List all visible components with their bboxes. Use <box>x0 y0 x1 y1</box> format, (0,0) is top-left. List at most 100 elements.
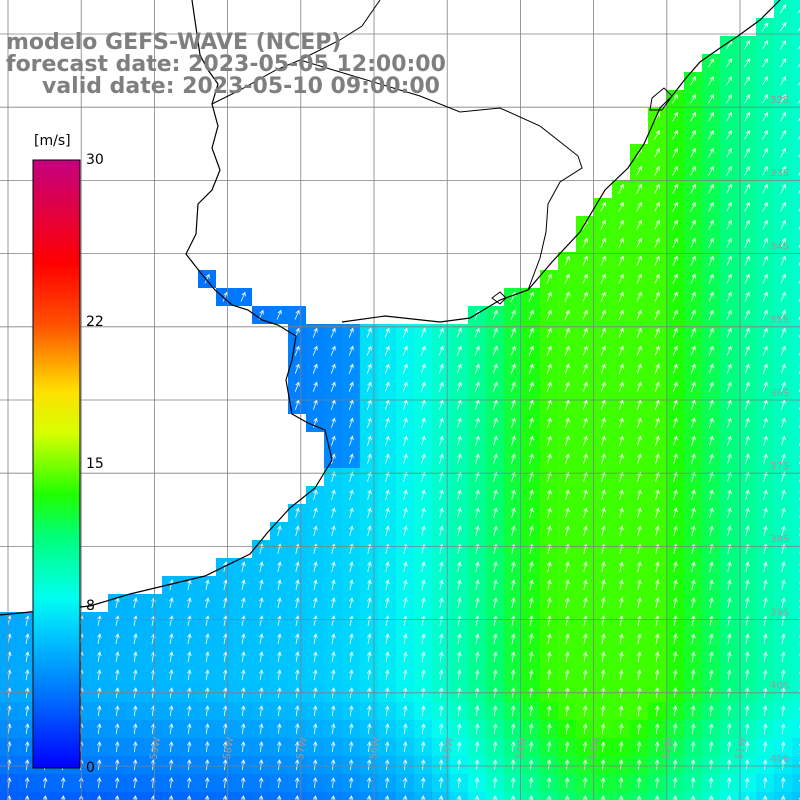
wind-arrow <box>762 759 768 771</box>
wind-arrow <box>546 309 552 320</box>
wind-arrow <box>780 795 786 800</box>
wind-arrow <box>618 345 624 356</box>
wind-arrow <box>312 381 318 392</box>
wind-arrow <box>438 327 444 338</box>
wind-arrow <box>655 651 660 662</box>
wind-arrow <box>385 669 390 680</box>
wind-arrow <box>366 777 372 789</box>
wind-arrow <box>420 723 426 735</box>
wind-arrow <box>762 129 768 140</box>
wind-arrow <box>474 723 480 735</box>
wind-arrow <box>618 723 624 735</box>
wind-arrow <box>672 759 678 771</box>
wind-arrow <box>25 615 30 626</box>
wind-arrow <box>330 723 336 735</box>
wind-arrow <box>690 201 696 212</box>
wind-arrow <box>655 417 660 428</box>
wind-arrow <box>367 633 372 644</box>
wind-arrow <box>798 81 800 86</box>
wind-arrow <box>745 489 750 500</box>
wind-arrow <box>205 579 210 590</box>
wind-arrow <box>204 741 210 753</box>
wind-arrow <box>384 795 390 800</box>
wind-arrow <box>727 489 732 500</box>
wind-arrow <box>673 435 678 446</box>
wind-arrow <box>636 381 642 392</box>
wind-arrow <box>492 705 498 716</box>
wind-arrow <box>744 309 750 320</box>
wind-arrow <box>619 669 624 680</box>
wind-arrow <box>708 219 714 230</box>
wind-arrow <box>762 165 768 176</box>
wind-arrow <box>744 759 750 771</box>
wind-arrow <box>763 615 768 626</box>
wind-cell <box>792 108 800 126</box>
lat-label: 38S <box>770 534 789 545</box>
wind-arrow <box>582 345 588 356</box>
wind-arrow <box>366 345 372 356</box>
wind-arrow <box>222 741 228 753</box>
colorbar-tick-label: 8 <box>86 597 95 614</box>
wind-arrow <box>367 525 372 536</box>
wind-arrow <box>187 651 192 662</box>
wind-arrow <box>132 741 138 753</box>
lon-label: 51W <box>734 736 749 760</box>
wind-arrow <box>241 633 246 644</box>
wind-arrow <box>510 363 516 374</box>
wind-arrow <box>798 132 800 140</box>
wind-arrow <box>763 633 768 644</box>
wind-arrow <box>727 651 732 662</box>
wind-arrow <box>780 165 786 176</box>
wind-arrow <box>780 291 786 302</box>
forecast-date: forecast date: 2023-05-05 12:00:00 <box>6 52 446 77</box>
wind-arrow <box>528 291 534 302</box>
wind-arrow <box>600 705 606 716</box>
wind-arrow <box>492 327 498 338</box>
wind-arrow <box>312 777 318 789</box>
wind-arrow <box>348 381 354 392</box>
wind-arrow <box>457 489 462 500</box>
wind-arrow <box>186 759 192 771</box>
wind-cell <box>792 720 800 738</box>
wind-arrow <box>546 777 552 789</box>
wind-arrow <box>528 777 534 789</box>
wind-arrow <box>366 363 372 374</box>
wind-arrow <box>205 615 210 626</box>
wind-arrow <box>745 579 750 590</box>
wind-arrow <box>331 651 336 662</box>
wind-arrow <box>510 705 516 716</box>
wind-arrow <box>546 345 552 356</box>
wind-arrow <box>673 453 678 464</box>
wind-arrow <box>528 327 534 338</box>
wind-cell <box>792 558 800 576</box>
wind-arrow <box>294 381 300 392</box>
wind-arrow <box>619 651 624 662</box>
wind-arrow <box>654 327 660 338</box>
wind-arrow <box>654 795 660 800</box>
wind-arrow <box>762 345 768 356</box>
wind-arrow <box>295 561 300 572</box>
colorbar-unit: [m/s] <box>34 133 71 149</box>
wind-arrow <box>744 291 750 302</box>
wind-arrow <box>60 795 66 800</box>
wind-arrow <box>186 705 192 716</box>
wind-arrow <box>294 777 300 789</box>
wind-arrow <box>582 255 588 266</box>
wind-arrow <box>385 651 390 662</box>
wind-arrow <box>547 525 552 536</box>
wind-arrow <box>529 597 534 608</box>
wind-arrow <box>601 507 606 518</box>
wind-arrow <box>348 795 354 800</box>
wind-arrow <box>618 291 624 302</box>
wind-arrow <box>331 471 336 482</box>
wind-arrow <box>690 759 696 771</box>
wind-arrow <box>421 471 426 482</box>
wind-arrow <box>96 741 102 753</box>
wind-arrow <box>313 651 318 662</box>
wind-arrow <box>673 525 678 536</box>
wind-arrow <box>187 615 192 626</box>
wind-arrow <box>708 795 714 800</box>
wind-arrow <box>456 795 462 800</box>
wind-arrow <box>330 741 336 753</box>
wind-arrow <box>745 417 750 428</box>
